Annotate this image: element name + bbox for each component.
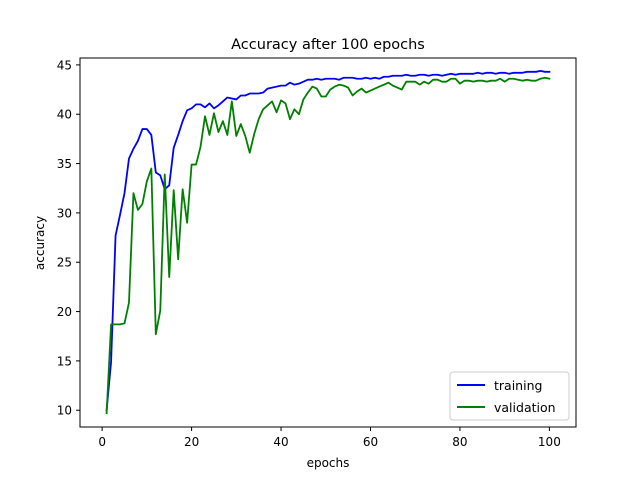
legend-label-training: training [494, 378, 542, 393]
series-line-validation [105, 76, 551, 415]
x-axis-ticks: 0 20 40 60 80 100 [98, 427, 561, 449]
y-tick-label: 10 [57, 404, 72, 418]
x-tick-label: 40 [273, 435, 288, 449]
y-tick-label: 20 [57, 305, 72, 319]
y-tick-label: 25 [57, 256, 72, 270]
x-tick-label: 60 [363, 435, 378, 449]
series-line-training [105, 69, 551, 412]
y-axis-ticks: 10 15 20 25 30 35 40 45 [57, 58, 80, 418]
y-tick-label: 45 [57, 58, 72, 72]
y-tick-label: 15 [57, 354, 72, 368]
series-layer [105, 69, 551, 415]
x-tick-label: 20 [184, 435, 199, 449]
x-tick-label: 0 [98, 435, 106, 449]
legend-label-validation: validation [494, 400, 556, 415]
plot-frame [79, 57, 577, 428]
y-tick-label: 40 [57, 108, 72, 122]
y-axis-label: accuracy [33, 216, 47, 270]
y-tick-label: 35 [57, 157, 72, 171]
x-axis-label: epochs [307, 456, 350, 470]
x-tick-label: 100 [538, 435, 561, 449]
y-tick-label: 30 [57, 206, 72, 220]
x-tick-label: 80 [452, 435, 467, 449]
chart-title: Accuracy after 100 epochs [231, 37, 425, 53]
legend: training validation [449, 371, 570, 421]
